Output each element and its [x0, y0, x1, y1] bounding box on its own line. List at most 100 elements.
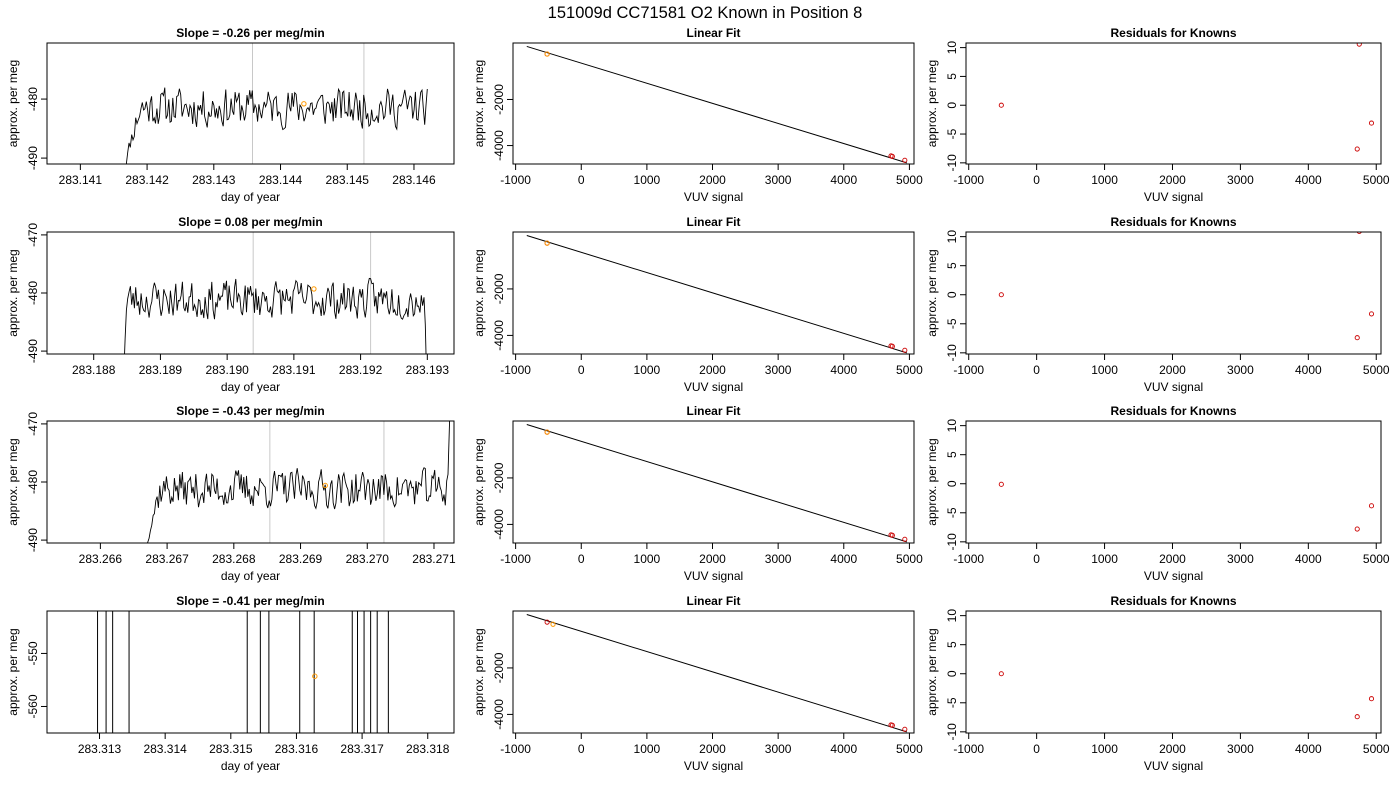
x-axis-label: day of year — [221, 380, 280, 394]
standard-point — [1368, 311, 1375, 317]
x-tick-label: -1000 — [500, 742, 531, 756]
standard-point — [902, 536, 908, 542]
x-axis-label: VUV signal — [1144, 569, 1203, 583]
plot-area — [125, 43, 428, 164]
standard-point — [998, 671, 1004, 677]
x-tick-label: 5000 — [896, 363, 923, 377]
x-tick-label: 1000 — [634, 363, 661, 377]
x-tick-label: 4000 — [830, 742, 857, 756]
x-tick-label: 1000 — [634, 742, 661, 756]
x-tick-label: 3000 — [765, 742, 792, 756]
x-tick-label: 4000 — [1295, 173, 1322, 187]
panel-r1c2: Linear Fit -1000 0 1000 2000 3000 4000 5000 -200… — [472, 26, 923, 204]
x-axis-label: VUV signal — [684, 190, 743, 204]
panel-r1c3: Residuals for Knowns -1000 0 1000 2000 3000 40… — [925, 26, 1390, 204]
x-tick-label: 2000 — [699, 552, 726, 566]
y-axis-label: approx. per meg — [472, 628, 486, 715]
panel-r2c2: Linear Fit -1000 0 1000 2000 3000 4000 5000 -200… — [472, 215, 923, 394]
x-axis-label: VUV signal — [1144, 190, 1203, 204]
standard-point — [1354, 146, 1360, 152]
y-tick-label: -480 — [26, 470, 40, 494]
fit-line — [526, 45, 907, 164]
plot-frame — [46, 420, 455, 544]
standard-point — [1354, 335, 1360, 341]
x-tick-label: 3000 — [1227, 363, 1254, 377]
x-tick-label: 1000 — [1091, 742, 1118, 756]
signal-trace — [147, 421, 451, 543]
standard-point — [1368, 503, 1375, 509]
x-axis-label: VUV signal — [1144, 380, 1203, 394]
panel-grid: Slope = -0.26 per meg/min 283.141 283.142 2… — [6, 26, 1390, 773]
y-tick-label: -4000 — [492, 509, 506, 540]
x-axis-label: day of year — [221, 569, 280, 583]
y-tick-label: -5 — [945, 318, 959, 329]
y-tick-label: -4000 — [492, 130, 506, 161]
x-tick-label: 1000 — [1091, 173, 1118, 187]
x-tick-label: 283.144 — [259, 173, 303, 187]
panel-r2c3: Residuals for Knowns -1000 0 1000 2000 3000 40… — [925, 215, 1390, 394]
y-tick-label: 5 — [945, 641, 959, 648]
standard-point — [998, 481, 1004, 487]
x-tick-label: 5000 — [1363, 363, 1390, 377]
y-tick-label: -2000 — [492, 84, 506, 115]
y-tick-label: -480 — [26, 87, 40, 111]
plot-area — [998, 671, 1375, 720]
y-axis-label: approx. per meg — [6, 60, 20, 147]
y-axis-label: approx. per meg — [925, 60, 939, 147]
x-axis-label: VUV signal — [684, 759, 743, 773]
x-tick-label: 2000 — [1159, 742, 1186, 756]
x-tick-label: 4000 — [830, 173, 857, 187]
plot-area — [97, 611, 389, 733]
x-tick-label: 2000 — [1159, 173, 1186, 187]
x-tick-label: 283.191 — [272, 363, 316, 377]
x-tick-label: -1000 — [500, 552, 531, 566]
x-tick-label: 283.146 — [392, 173, 436, 187]
x-tick-label: 0 — [1033, 742, 1040, 756]
plot-area — [124, 232, 427, 354]
x-tick-label: 5000 — [1363, 173, 1390, 187]
x-tick-label: 283.192 — [339, 363, 383, 377]
plot-frame — [46, 42, 455, 165]
x-tick-label: 0 — [1033, 552, 1040, 566]
x-tick-label: 283.315 — [209, 742, 253, 756]
cycle-mean-point — [312, 673, 318, 679]
cycle-mean-point — [322, 482, 328, 489]
x-tick-label: 3000 — [765, 173, 792, 187]
x-tick-label: 4000 — [1295, 363, 1322, 377]
standard-point — [1354, 714, 1360, 720]
x-tick-label: 283.145 — [326, 173, 370, 187]
x-axis-label: VUV signal — [684, 380, 743, 394]
x-tick-label: 4000 — [830, 363, 857, 377]
x-tick-label: 0 — [578, 742, 585, 756]
plot-area — [998, 232, 1375, 341]
y-tick-label: -4000 — [492, 699, 506, 730]
standard-point — [1356, 43, 1362, 47]
plot-area — [526, 424, 908, 543]
y-tick-label: -490 — [26, 339, 40, 363]
y-tick-label: -480 — [26, 281, 40, 305]
y-tick-label: -550 — [26, 641, 40, 665]
plot-frame — [46, 231, 455, 355]
panel-title: Residuals for Knowns — [1110, 404, 1236, 418]
x-tick-label: -1000 — [953, 173, 984, 187]
y-tick-label: -2000 — [492, 273, 506, 304]
panel-title: Slope = -0.43 per meg/min — [176, 404, 324, 418]
y-tick-label: 10 — [945, 609, 959, 623]
plot-area — [998, 43, 1375, 152]
signal-trace — [124, 277, 427, 354]
x-tick-label: 0 — [578, 552, 585, 566]
cycle-mean-point — [301, 101, 307, 107]
x-tick-label: 2000 — [699, 363, 726, 377]
plot-area — [526, 235, 908, 354]
standard-point — [889, 532, 895, 538]
y-tick-label: 0 — [945, 102, 959, 109]
panel-title: Residuals for Knowns — [1110, 26, 1236, 40]
fit-line — [526, 614, 907, 733]
standard-point — [889, 343, 895, 349]
y-tick-label: -470 — [26, 223, 40, 247]
y-tick-label: -10 — [945, 723, 959, 741]
fit-line — [526, 235, 907, 354]
y-tick-label: -10 — [945, 533, 959, 551]
panel-title: Linear Fit — [686, 26, 740, 40]
